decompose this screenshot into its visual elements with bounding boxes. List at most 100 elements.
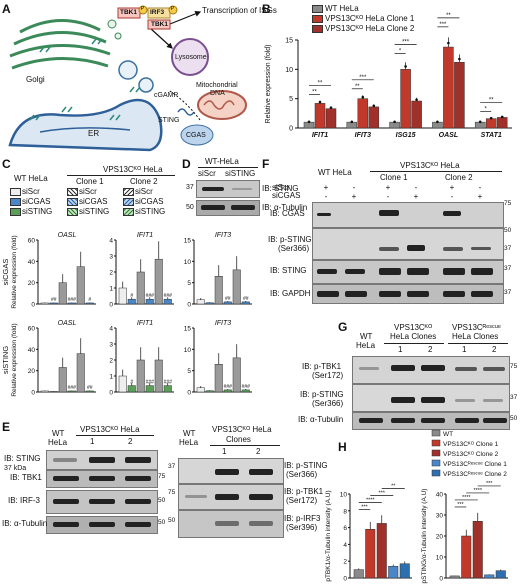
f-sign-sicgas-0: - bbox=[325, 192, 328, 201]
c-1-2-bar-0 bbox=[196, 387, 205, 393]
c-sw-c2-sisting bbox=[123, 208, 134, 216]
c-1-1-bar-4 bbox=[154, 359, 163, 393]
c-0-1-ytick-label-2: 2 bbox=[109, 270, 113, 277]
c-0-1-ytick-label-0: 0 bbox=[109, 302, 113, 309]
c-1-2-bar-3 bbox=[223, 389, 232, 393]
e-header-right: VPS13Cᴷᴼ HeLa bbox=[212, 425, 272, 434]
e-lane-1: 1 bbox=[90, 437, 95, 446]
c-0-1-hash-1: # bbox=[130, 293, 133, 299]
e-mw-50r: 50 bbox=[168, 517, 176, 524]
b-sig2-2: *** bbox=[402, 40, 410, 46]
c-0-1-bar-2 bbox=[136, 271, 145, 305]
f-sign-siscr-3: - bbox=[415, 183, 418, 192]
c-1-2-hash-3: ### bbox=[224, 384, 233, 390]
e-mw-50a: 50 bbox=[158, 497, 166, 504]
e-label-tubulin: IB: α-Tubulin bbox=[2, 519, 48, 528]
sting-label: STING bbox=[158, 117, 180, 124]
h-legend-label-2: VPS13Cᴷᴼ Clone 2 bbox=[443, 451, 499, 458]
h-0-bar-4 bbox=[399, 563, 410, 579]
f-wt: WT HeLa bbox=[318, 168, 352, 177]
d-blot-label-sting: IB: STING bbox=[262, 184, 299, 193]
irf3-label: IRF3 bbox=[150, 9, 165, 16]
b-dot-2-1 bbox=[404, 65, 407, 68]
h-0-ytick-label-0: 0 bbox=[343, 576, 347, 583]
g-mw-50: 50 bbox=[510, 415, 518, 422]
c-clone2: Clone 2 bbox=[130, 177, 158, 186]
f-plusminus: +--++--++--+ bbox=[324, 183, 483, 201]
h-1-sig-3: *** bbox=[486, 481, 493, 487]
g-ko-2: HeLa Clones bbox=[390, 332, 437, 341]
f-ko-line bbox=[370, 171, 502, 172]
c-0-2-bar-1 bbox=[205, 302, 214, 305]
g-blot-psting bbox=[352, 384, 510, 412]
f-sign-siscr-5: - bbox=[479, 183, 482, 192]
b-sig2-0: ** bbox=[318, 80, 323, 86]
d-lane-sisting: siSTING bbox=[225, 169, 256, 178]
c-1-2-hash-5: ### bbox=[242, 384, 251, 390]
e-wt-1: WT bbox=[52, 429, 65, 438]
g-label-tubulin: IB: α-Tubulin bbox=[298, 415, 344, 424]
e-label-pirf3-ser: (Ser396) bbox=[286, 523, 318, 532]
b-bar-3-2 bbox=[454, 62, 465, 129]
g-lane-3: 1 bbox=[462, 345, 467, 354]
b-sig2-1: *** bbox=[359, 75, 367, 81]
h-0-ytick-label-1: 2 bbox=[343, 559, 347, 566]
h-0-ytick-label-4: 8 bbox=[343, 508, 347, 515]
c-0-2-bar-0 bbox=[196, 299, 205, 305]
c-1-2-ytick-label-2: 10 bbox=[184, 347, 192, 354]
legend-swatch-clone2 bbox=[312, 25, 323, 33]
g-mw-75: 75 bbox=[510, 363, 518, 370]
f-sign-sicgas-3: + bbox=[414, 192, 419, 201]
c-lbl-c2-sisting: siSTING bbox=[135, 207, 166, 216]
c-1-1-bar-2 bbox=[136, 359, 145, 393]
c-0-0-bar-3 bbox=[67, 302, 76, 305]
e-header-line-left bbox=[76, 435, 154, 436]
d-title-line bbox=[198, 167, 258, 168]
g-wt-2: HeLa bbox=[356, 341, 376, 350]
e-wt-2: HeLa bbox=[48, 438, 68, 447]
b-dot-3-0 bbox=[436, 120, 439, 124]
h-0-bar-2 bbox=[376, 523, 387, 579]
c-1-0-ytick-label-1: 20 bbox=[28, 368, 36, 375]
c-0-1-bar-4 bbox=[154, 258, 163, 305]
b-sig1-1: ** bbox=[355, 84, 360, 90]
c-1-1-bar-1 bbox=[127, 385, 136, 393]
d-blot-sting bbox=[196, 180, 260, 198]
c-0-1-hash-3: ### bbox=[146, 293, 155, 299]
c-1-1-bar-5 bbox=[163, 385, 172, 393]
c-1-0-bar-0 bbox=[40, 390, 49, 393]
c-sw-c1-sisting bbox=[67, 208, 78, 216]
g-blot-tubulin bbox=[352, 412, 510, 430]
c-1-1-ytick-label-1: 1 bbox=[109, 374, 113, 381]
lysosome-label: Lysosome bbox=[175, 54, 207, 61]
g-lane-4: 2 bbox=[492, 345, 497, 354]
c-lbl-c2-siscr: siScr bbox=[135, 187, 153, 196]
e-blot-ptbk1 bbox=[178, 484, 284, 510]
f-label-cgas: IB: CGAS bbox=[270, 209, 305, 218]
c-row-label-0: siCGAS bbox=[1, 259, 10, 286]
c-sw-wt-sicgas bbox=[10, 198, 21, 206]
c-1-0-bar-4 bbox=[76, 353, 85, 393]
c-1-1-hash-1: # bbox=[130, 380, 133, 386]
f-sign-sicgas-5: + bbox=[478, 192, 483, 201]
b-ytick-label-2: 10 bbox=[285, 67, 293, 74]
f-sign-siscr-4: + bbox=[450, 183, 455, 192]
panel-label-d: D bbox=[182, 157, 191, 171]
c-0-0-title: OASL bbox=[58, 232, 77, 239]
h-0-sig-0: *** bbox=[361, 504, 368, 510]
e-blot-tubulin-left bbox=[46, 516, 158, 534]
d-lane-siscr: siScr bbox=[198, 169, 216, 178]
legend-swatch-wt bbox=[312, 5, 323, 13]
phospho-label-2: P bbox=[170, 6, 175, 12]
c-0-0-ytick-label-2: 40 bbox=[28, 259, 36, 266]
f-sign-siscr-0: + bbox=[324, 183, 329, 192]
g-label-ptbk1-ser: (Ser172) bbox=[312, 371, 344, 380]
h-0-bar-1 bbox=[365, 529, 376, 579]
c-0-0-hash-5: # bbox=[88, 297, 91, 303]
c-1-2-ytick-label-3: 15 bbox=[184, 326, 192, 333]
legend-label-clone1: VPS13Cᴷᴼ HeLa Clone 1 bbox=[325, 14, 415, 23]
e-mw-75r: 75 bbox=[168, 489, 176, 496]
f-sign-siscr-1: - bbox=[353, 183, 356, 192]
b-bar-0-1 bbox=[314, 103, 326, 129]
h-0-bar-3 bbox=[388, 565, 399, 579]
